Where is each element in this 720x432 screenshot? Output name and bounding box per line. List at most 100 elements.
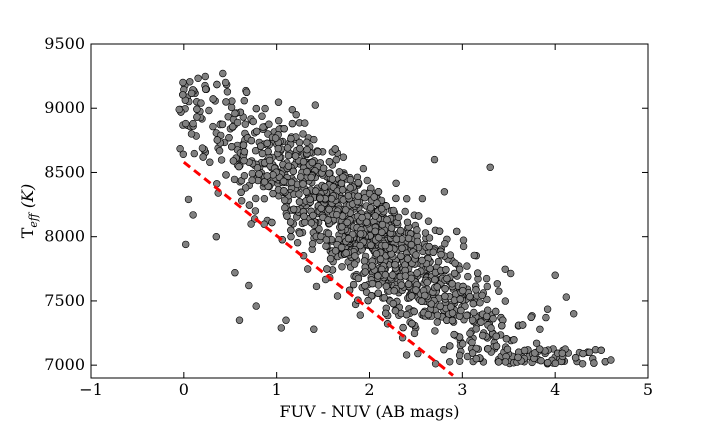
data-point bbox=[382, 309, 390, 317]
data-point bbox=[374, 289, 382, 297]
data-point bbox=[223, 88, 232, 96]
data-point bbox=[442, 266, 450, 274]
data-point bbox=[440, 346, 448, 354]
data-point bbox=[263, 172, 271, 180]
data-point bbox=[486, 163, 494, 172]
y-tick-label: 7500 bbox=[44, 291, 85, 310]
data-point bbox=[235, 162, 243, 171]
data-point bbox=[446, 342, 454, 350]
data-point bbox=[551, 359, 560, 367]
data-point bbox=[492, 307, 500, 316]
data-point bbox=[303, 138, 311, 147]
data-point bbox=[401, 207, 409, 216]
data-point bbox=[312, 282, 321, 291]
data-point bbox=[569, 310, 578, 318]
data-point bbox=[301, 119, 309, 127]
data-point bbox=[247, 220, 255, 228]
data-point bbox=[431, 276, 439, 284]
data-point bbox=[537, 357, 545, 365]
data-point bbox=[252, 194, 260, 203]
data-point bbox=[476, 299, 484, 307]
data-point bbox=[443, 274, 451, 283]
data-point bbox=[317, 232, 325, 241]
data-point bbox=[403, 218, 412, 227]
data-point bbox=[248, 176, 256, 184]
data-point bbox=[283, 212, 291, 220]
data-point bbox=[281, 196, 289, 204]
data-point bbox=[338, 263, 346, 271]
data-point bbox=[535, 345, 544, 353]
x-axis-ticks: −1 0 1 2 3 4 5 bbox=[79, 44, 653, 399]
data-point bbox=[361, 282, 369, 290]
data-point bbox=[394, 213, 403, 222]
data-point bbox=[468, 338, 476, 347]
data-point bbox=[374, 281, 383, 289]
data-point bbox=[487, 324, 495, 332]
data-point bbox=[558, 349, 566, 357]
data-point bbox=[237, 188, 245, 197]
data-point bbox=[404, 280, 413, 288]
data-point bbox=[468, 316, 477, 324]
data-point bbox=[542, 313, 550, 322]
data-point bbox=[193, 113, 201, 121]
data-point bbox=[532, 339, 541, 347]
data-point bbox=[346, 176, 355, 184]
data-point bbox=[322, 236, 331, 244]
data-point bbox=[268, 218, 276, 227]
data-point bbox=[217, 156, 226, 164]
data-point bbox=[450, 330, 458, 339]
data-point bbox=[424, 310, 432, 319]
data-point bbox=[356, 311, 364, 319]
data-point bbox=[265, 156, 274, 165]
data-point bbox=[410, 307, 418, 316]
data-point bbox=[527, 313, 535, 321]
data-point bbox=[338, 223, 346, 231]
data-point bbox=[358, 213, 366, 222]
data-point bbox=[331, 145, 339, 153]
data-point bbox=[413, 237, 422, 246]
data-point bbox=[274, 98, 283, 106]
data-point bbox=[387, 224, 396, 232]
data-point bbox=[295, 190, 303, 198]
data-point bbox=[198, 144, 207, 152]
data-point bbox=[374, 272, 382, 280]
data-point bbox=[261, 104, 269, 113]
data-point bbox=[209, 95, 217, 103]
y-tick-label: 8000 bbox=[44, 227, 85, 246]
data-point bbox=[213, 180, 221, 188]
data-point bbox=[307, 219, 316, 227]
data-point bbox=[202, 85, 210, 93]
data-point bbox=[332, 156, 340, 164]
data-point bbox=[213, 136, 222, 144]
data-point bbox=[176, 145, 184, 153]
data-point bbox=[175, 105, 183, 114]
data-point bbox=[304, 265, 312, 273]
data-point bbox=[447, 303, 455, 311]
data-point bbox=[235, 316, 244, 324]
data-point bbox=[433, 283, 441, 291]
data-point bbox=[459, 340, 467, 348]
data-point bbox=[310, 325, 318, 333]
data-point bbox=[597, 346, 605, 354]
data-point bbox=[265, 120, 273, 128]
data-point bbox=[459, 236, 468, 244]
y-axis-title-main: T bbox=[18, 227, 37, 238]
data-point bbox=[501, 297, 509, 305]
data-point bbox=[284, 162, 293, 170]
data-point bbox=[381, 241, 389, 250]
data-point bbox=[368, 279, 377, 288]
data-point bbox=[495, 358, 503, 366]
data-point bbox=[179, 78, 187, 87]
data-point bbox=[484, 345, 492, 353]
data-point bbox=[315, 225, 323, 233]
data-point bbox=[390, 287, 398, 295]
data-point bbox=[502, 335, 511, 343]
data-point bbox=[317, 204, 325, 213]
data-point bbox=[403, 195, 411, 203]
data-point bbox=[472, 286, 480, 294]
data-point bbox=[501, 265, 509, 273]
data-point bbox=[407, 292, 416, 300]
data-point bbox=[492, 342, 501, 350]
data-point bbox=[391, 261, 399, 269]
data-point bbox=[418, 256, 426, 265]
